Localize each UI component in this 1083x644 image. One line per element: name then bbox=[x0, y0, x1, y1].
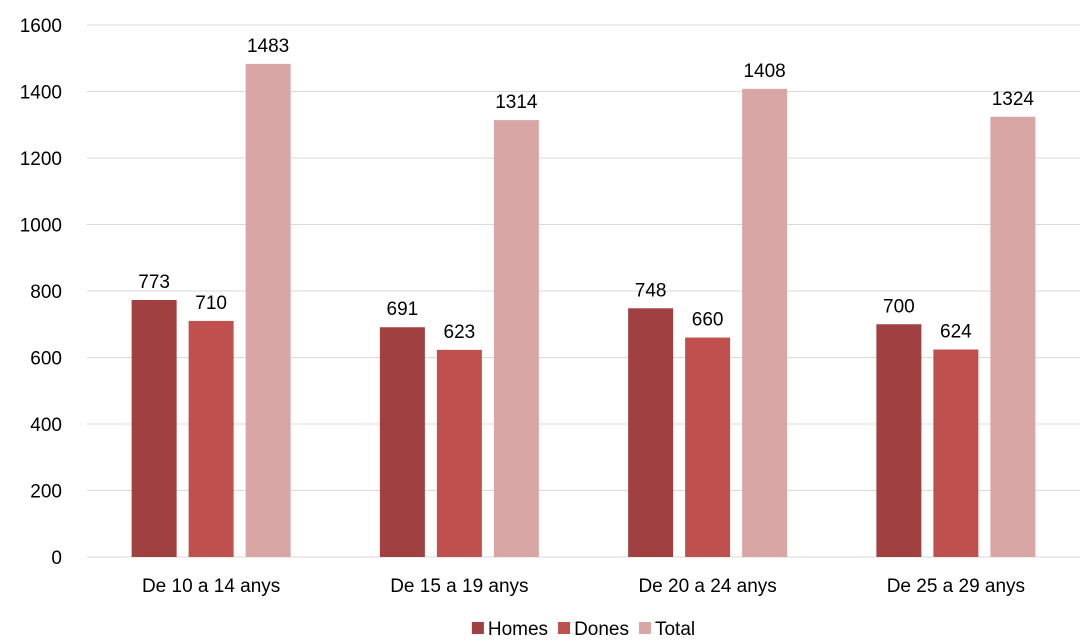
legend-swatch bbox=[471, 622, 484, 634]
data-label: 1314 bbox=[495, 92, 538, 113]
legend-item-homes: Homes bbox=[471, 619, 548, 640]
x-category-label: De 25 a 29 anys bbox=[887, 576, 1025, 597]
data-labels: 773 710 1483 691 623 1314 748 660 1408 700 624 1324 bbox=[138, 36, 1034, 343]
data-label: 660 bbox=[692, 310, 724, 331]
bar-total bbox=[493, 120, 539, 557]
legend-label: Dones bbox=[574, 619, 629, 640]
bar-total bbox=[245, 63, 291, 558]
y-tick-label: 200 bbox=[30, 482, 62, 503]
x-category-label: De 15 a 19 anys bbox=[390, 576, 528, 597]
legend-item-total: Total bbox=[638, 619, 695, 640]
legend-label: Homes bbox=[488, 619, 548, 640]
data-label: 624 bbox=[940, 322, 972, 343]
legend-swatch bbox=[638, 622, 651, 634]
x-category-label: De 10 a 14 anys bbox=[142, 576, 280, 597]
data-label: 748 bbox=[635, 280, 667, 301]
bars bbox=[131, 63, 1036, 558]
data-label: 623 bbox=[444, 322, 476, 343]
y-tick-label: 1400 bbox=[20, 83, 62, 104]
y-tick-label: 800 bbox=[30, 282, 62, 303]
bar-homes bbox=[379, 327, 425, 557]
bar-dones bbox=[685, 337, 731, 557]
bar-total bbox=[742, 88, 788, 557]
bar-homes bbox=[131, 299, 177, 557]
x-axis-category-labels: De 10 a 14 anys De 15 a 19 anys De 20 a 24… bbox=[142, 576, 1025, 597]
bar-homes bbox=[628, 308, 674, 557]
legend-swatch bbox=[558, 622, 571, 634]
data-label: 710 bbox=[195, 293, 227, 314]
y-tick-label: 1200 bbox=[20, 149, 62, 170]
y-tick-label: 1000 bbox=[20, 216, 62, 237]
y-axis-tick-labels: 0 200 400 600 800 1000 1200 1400 1600 bbox=[20, 16, 62, 569]
bar-dones bbox=[188, 320, 234, 557]
bar-dones bbox=[933, 349, 979, 557]
gridlines bbox=[87, 24, 1080, 558]
bar-dones bbox=[436, 349, 482, 557]
x-category-label: De 20 a 24 anys bbox=[638, 576, 776, 597]
bar-total bbox=[990, 116, 1036, 558]
legend: Homes Dones Total bbox=[471, 619, 695, 640]
data-label: 1408 bbox=[743, 61, 785, 82]
data-label: 773 bbox=[138, 272, 170, 293]
legend-item-dones: Dones bbox=[558, 619, 629, 640]
data-label: 1483 bbox=[247, 36, 289, 57]
y-tick-label: 0 bbox=[51, 548, 62, 569]
y-tick-label: 1600 bbox=[20, 16, 62, 37]
legend-label: Total bbox=[655, 619, 695, 640]
data-label: 700 bbox=[883, 296, 915, 317]
y-tick-label: 400 bbox=[30, 415, 62, 436]
data-label: 691 bbox=[387, 299, 419, 320]
data-label: 1324 bbox=[992, 89, 1035, 110]
y-tick-label: 600 bbox=[30, 349, 62, 370]
bar-homes bbox=[876, 324, 922, 557]
